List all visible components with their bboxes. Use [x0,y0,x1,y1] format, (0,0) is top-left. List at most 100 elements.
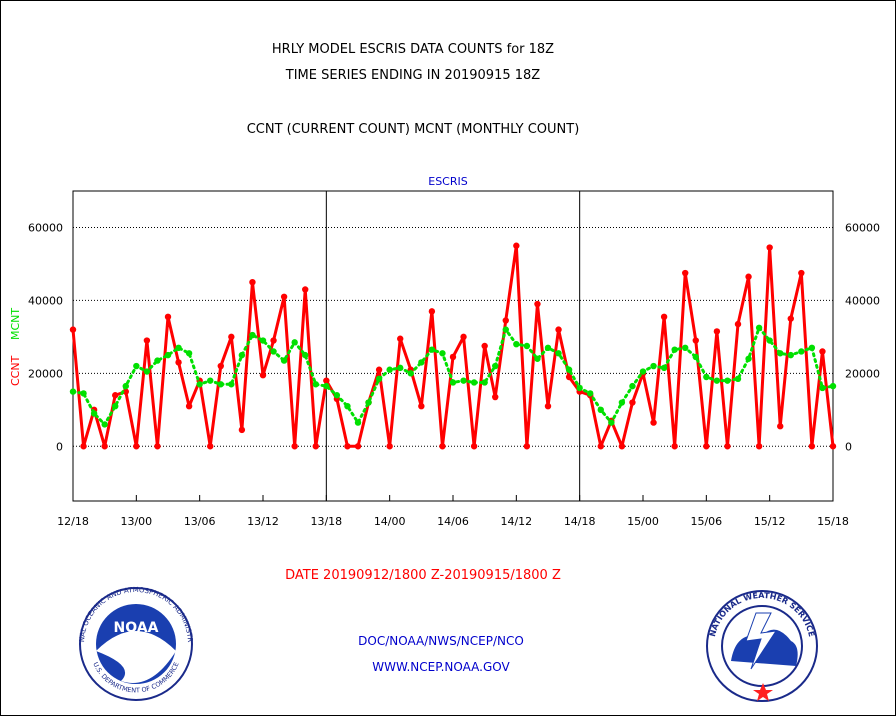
mcnt-point [481,379,488,386]
ccnt-point [122,388,129,395]
mcnt-point [249,331,256,339]
mcnt-point [175,344,182,352]
mcnt-point [829,382,837,390]
ccnt-point [766,244,773,251]
mcnt-point [692,353,699,361]
y-axis-label-ccnt: CCNT [9,355,22,386]
mcnt-point [660,364,668,372]
ccnt-point [312,443,319,450]
mcnt-point [69,388,77,395]
mcnt-point [682,344,689,352]
mcnt-point [397,364,404,372]
mcnt-point [703,373,710,381]
ccnt-point [703,443,710,450]
ccnt-point [671,443,678,450]
chart-title-line1: HRLY MODEL ESCRIS DATA COUNTS for 18Z [272,42,554,57]
ccnt-point [323,377,330,384]
mcnt-point [333,392,341,399]
mcnt-point [344,402,351,410]
x-tick-label: 14/12 [500,515,532,528]
mcnt-point [470,379,478,386]
mcnt-point [650,362,657,370]
mcnt-point [671,346,678,353]
ccnt-point [154,443,161,450]
x-tick-label: 14/18 [564,515,596,528]
ccnt-point [618,443,626,450]
mcnt-point [164,351,172,359]
mcnt-point [323,382,330,390]
mcnt-point [766,337,773,344]
ccnt-point [185,402,193,410]
ccnt-point [692,337,699,344]
mcnt-point [639,368,647,375]
mcnt-point [513,340,520,348]
mcnt-point [365,399,372,406]
ccnt-point [386,443,393,450]
ccnt-point [375,366,383,373]
mcnt-point [713,377,721,384]
mcnt-point [407,370,414,377]
ccnt-point [787,315,794,322]
ccnt-point [259,371,267,379]
x-tick-label: 12/18 [57,515,89,528]
mcnt-point [555,350,562,357]
x-tick-label: 13/18 [310,515,342,528]
chart-subtitle: CCNT (CURRENT COUNT) MCNT (MONTHLY COUNT… [247,122,580,137]
ccnt-point [798,269,805,277]
ccnt-point [133,443,140,450]
ccnt-point [565,373,573,381]
ccnt-point [745,273,752,280]
ccnt-point [291,443,298,450]
ccnt-point [502,317,509,324]
mcnt-point [90,410,98,417]
mcnt-point [154,357,161,364]
noaa-logo-text: NOAA [114,620,159,636]
date-range-label: DATE 20190912/1800 Z-20190915/1800 Z [285,568,561,583]
mcnt-point [280,357,288,364]
ccnt-point [555,326,562,333]
mcnt-point [196,381,203,388]
url-line: WWW.NCEP.NOAA.GOV [372,660,510,674]
y-tick-label-right: 0 [845,440,852,453]
mcnt-point [755,324,763,331]
y-tick-label-right: 20000 [845,367,880,380]
ccnt-point [164,313,172,321]
mcnt-point [502,326,509,333]
ccnt-point [660,313,668,321]
y-axis-label: CCNT MCNT [9,308,22,386]
mcnt-point [133,362,140,370]
ccnt-point [755,443,763,450]
ccnt-point [629,399,636,406]
ccnt-point [270,337,277,344]
ccnt-point [492,393,499,401]
mcnt-point [724,377,731,384]
chart-title-line2: TIME SERIES ENDING IN 20190915 18Z [285,68,541,83]
ccnt-point [249,278,256,286]
y-tick-label-right: 40000 [845,294,880,307]
ccnt-point [650,419,657,426]
mcnt-point [122,382,129,390]
ccnt-point [428,308,436,315]
mcnt-point [185,350,193,357]
mcnt-point [291,339,298,346]
y-tick-label-left: 0 [56,440,63,453]
mcnt-point [375,375,383,383]
y-tick-label-left: 40000 [28,294,63,307]
mcnt-point [492,362,499,370]
ccnt-point [724,443,731,450]
ccnt-point [112,392,119,399]
x-tick-label: 15/18 [817,515,849,528]
mcnt-point [259,337,267,344]
ccnt-point [481,342,488,350]
ccnt-point [734,320,742,328]
mcnt-point [270,348,277,355]
ccnt-line [71,244,835,448]
ccnt-point [544,402,552,410]
day-dividers [325,191,581,501]
y-tick-label-left: 60000 [28,221,63,234]
mcnt-point [143,368,151,375]
ccnt-point [238,426,246,434]
x-tick-label: 15/12 [754,515,786,528]
y-axis-label-mcnt: MCNT [9,308,22,340]
